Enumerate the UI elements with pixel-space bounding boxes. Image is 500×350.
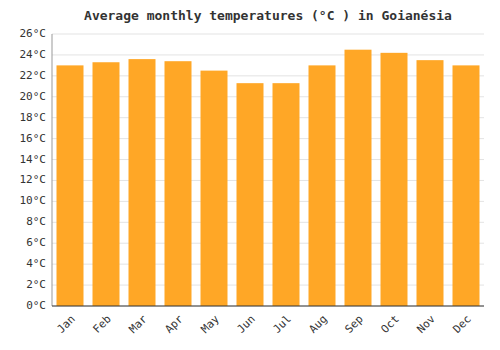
x-tick-label: Oct <box>379 313 402 336</box>
y-tick-label: 16°C <box>20 132 47 145</box>
y-tick-label: 8°C <box>26 215 46 228</box>
y-tick-label: 2°C <box>26 278 46 291</box>
bars <box>57 50 480 306</box>
bar <box>453 65 480 306</box>
y-tick-label: 14°C <box>20 153 47 166</box>
y-tick-label: 0°C <box>26 299 46 312</box>
y-tick-label: 20°C <box>20 90 47 103</box>
bar <box>417 60 444 306</box>
x-tick-label: May <box>199 312 223 336</box>
x-tick-label: Jun <box>235 313 258 336</box>
grid-line <box>52 54 484 55</box>
bar <box>129 59 156 306</box>
bar <box>381 53 408 306</box>
x-tick-label: Mar <box>127 312 151 336</box>
x-tick-label: Dec <box>451 313 474 336</box>
x-tick-label: Jan <box>55 313 78 336</box>
bar <box>93 62 120 306</box>
y-tick-label: 26°C <box>20 27 47 40</box>
x-tick-label: Aug <box>307 313 330 336</box>
bar <box>201 71 228 306</box>
bar <box>237 83 264 306</box>
chart: 0°C 2°C 4°C 6°C 8°C 10°C 12°C 14°C 16°C 18°C 20°C 2… <box>0 0 500 350</box>
bar <box>273 83 300 306</box>
x-axis-line <box>52 306 484 307</box>
y-axis-line <box>52 34 53 306</box>
grid-line <box>52 34 484 35</box>
y-tick-label: 10°C <box>20 194 47 207</box>
x-tick-labels: Jan Feb Mar Apr May Jun Jul Aug Sep Oct Nov Dec <box>55 312 474 336</box>
y-tick-label: 6°C <box>26 236 46 249</box>
bar <box>345 50 372 306</box>
x-tick-label: Nov <box>415 312 439 336</box>
bar <box>309 65 336 306</box>
y-tick-labels: 0°C 2°C 4°C 6°C 8°C 10°C 12°C 14°C 16°C 18°C 20°C 2… <box>20 27 47 312</box>
title: Average monthly temperatures (°C ) in Go… <box>84 8 452 23</box>
y-tick-label: 12°C <box>20 173 47 186</box>
y-tick-label: 4°C <box>26 257 46 270</box>
bar <box>165 61 192 306</box>
x-tick-label: Feb <box>91 313 114 336</box>
grid <box>52 34 484 306</box>
y-tick-label: 18°C <box>20 111 47 124</box>
grid-line <box>52 306 484 307</box>
y-tick-label: 22°C <box>20 69 47 82</box>
chart-container: 0°C 2°C 4°C 6°C 8°C 10°C 12°C 14°C 16°C 18°C 20°C 2… <box>0 0 500 350</box>
x-tick-label: Jul <box>271 313 294 336</box>
bar <box>57 65 84 306</box>
y-tick-label: 24°C <box>20 48 47 61</box>
x-tick-label: Apr <box>163 312 187 336</box>
x-tick-label: Sep <box>343 313 366 336</box>
